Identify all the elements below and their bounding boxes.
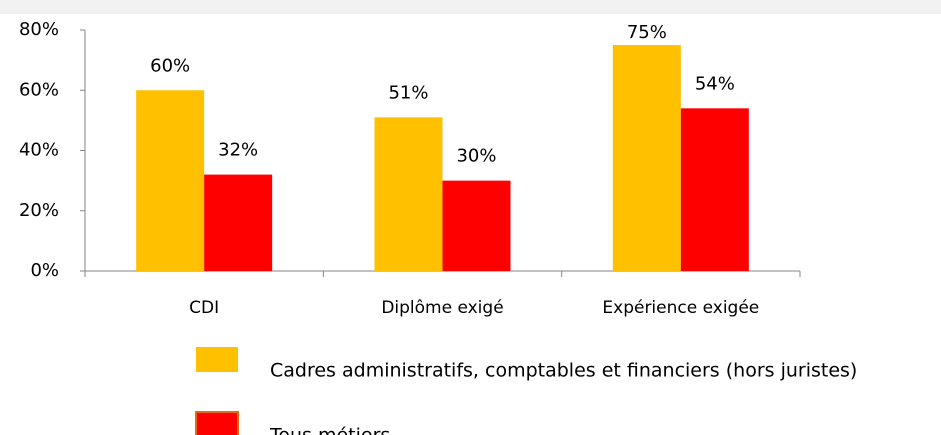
bar xyxy=(136,90,205,271)
y-tick-label: 80% xyxy=(19,19,59,40)
bar xyxy=(680,108,749,271)
x-tick-label: Expérience exigée xyxy=(602,298,759,318)
legend-label: Tous métiers xyxy=(269,425,390,435)
y-tick-label: 40% xyxy=(19,140,59,161)
bar xyxy=(612,45,681,271)
legend-label: Cadres administratifs, comptables et fin… xyxy=(270,360,857,382)
bar xyxy=(442,180,511,271)
data-label: 32% xyxy=(218,140,258,161)
top-band xyxy=(0,0,941,14)
legend-swatch xyxy=(195,411,239,435)
bar xyxy=(374,117,443,271)
data-label: 75% xyxy=(627,22,667,43)
x-tick-label: CDI xyxy=(189,298,219,318)
x-tick-label: Diplôme exigé xyxy=(381,298,503,318)
data-label: 60% xyxy=(150,55,190,76)
data-label: 54% xyxy=(695,73,735,94)
legend-swatch xyxy=(196,347,238,372)
y-tick-label: 0% xyxy=(30,260,59,281)
y-tick-label: 60% xyxy=(19,79,59,100)
data-label: 51% xyxy=(388,82,428,103)
data-label: 30% xyxy=(456,146,496,167)
y-tick-label: 20% xyxy=(19,200,59,221)
bar xyxy=(204,174,273,271)
